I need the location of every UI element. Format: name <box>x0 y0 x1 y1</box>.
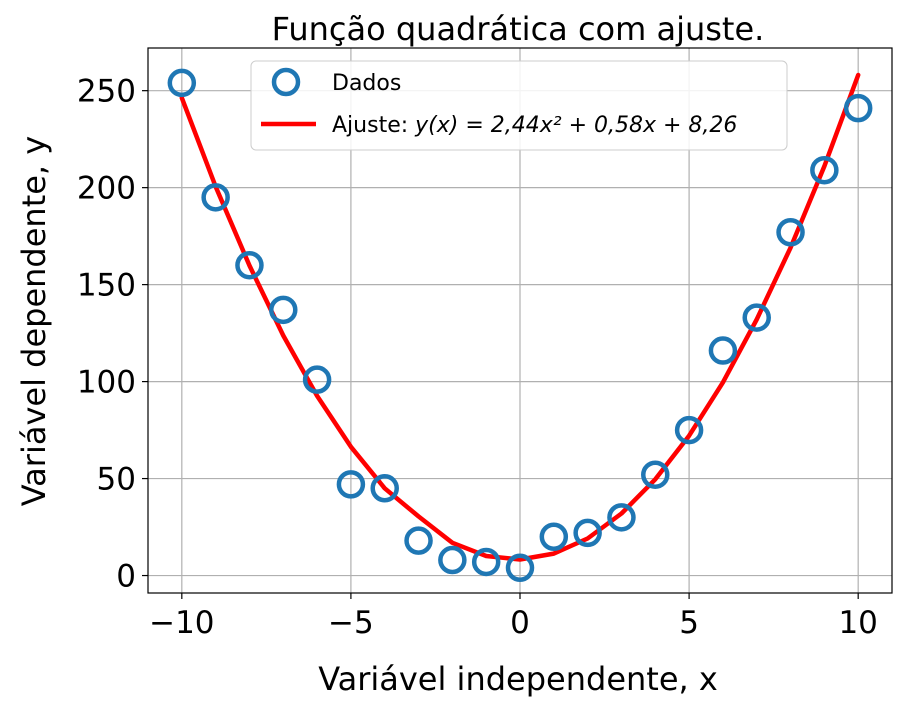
x-tick-label: 10 <box>838 605 877 641</box>
data-point <box>336 470 366 499</box>
y-tick-label: 200 <box>77 171 136 207</box>
legend-label-ajuste: Ajuste: y(x) = 2,44x² + 0,58x + 8,26 <box>332 113 737 138</box>
data-point <box>641 460 670 489</box>
y-tick-label: 50 <box>97 462 136 498</box>
x-tick-label: −5 <box>328 605 374 641</box>
data-point <box>370 474 399 503</box>
data-point <box>607 503 636 532</box>
x-axis-label: Variável independente, x <box>318 660 718 698</box>
data-point <box>539 522 569 552</box>
y-axis-label: Variável dependente, y <box>15 136 53 506</box>
legend-marker-dados <box>271 67 301 97</box>
y-tick-label: 150 <box>77 268 136 304</box>
data-series <box>167 68 873 583</box>
data-point <box>843 93 873 123</box>
data-point <box>167 68 197 98</box>
data-point <box>674 415 704 445</box>
legend-label-ajuste-prefix: Ajuste: <box>332 113 415 138</box>
chart-title: Função quadrática com ajuste. <box>272 10 765 48</box>
data-point <box>471 547 501 577</box>
y-tick-label: 0 <box>116 559 136 595</box>
legend-label-ajuste-formula: y(x) = 2,44x² + 0,58x + 8,26 <box>414 113 737 138</box>
legend-box <box>250 60 788 151</box>
legend-label-dados: Dados <box>332 71 401 96</box>
y-tick-label: 250 <box>77 74 136 110</box>
data-point <box>742 303 771 332</box>
y-tick-label: 100 <box>77 365 136 401</box>
fit-line <box>179 72 861 562</box>
data-point <box>235 250 264 280</box>
x-tick-label: −10 <box>149 605 214 641</box>
data-point <box>708 336 738 365</box>
data-point <box>776 218 805 247</box>
data-point <box>269 295 298 325</box>
data-point <box>302 365 332 394</box>
data-point <box>505 553 535 583</box>
x-tick-label: 0 <box>510 605 530 641</box>
data-point <box>810 155 839 185</box>
fit-series <box>179 72 861 562</box>
data-point <box>201 183 230 212</box>
data-point <box>404 526 433 555</box>
legend: Dados Ajuste: y(x) = 2,44x² + 0,58x + 8,… <box>250 60 788 151</box>
data-point <box>438 545 467 575</box>
x-tick-label: 5 <box>679 605 699 641</box>
data-point <box>573 518 602 548</box>
